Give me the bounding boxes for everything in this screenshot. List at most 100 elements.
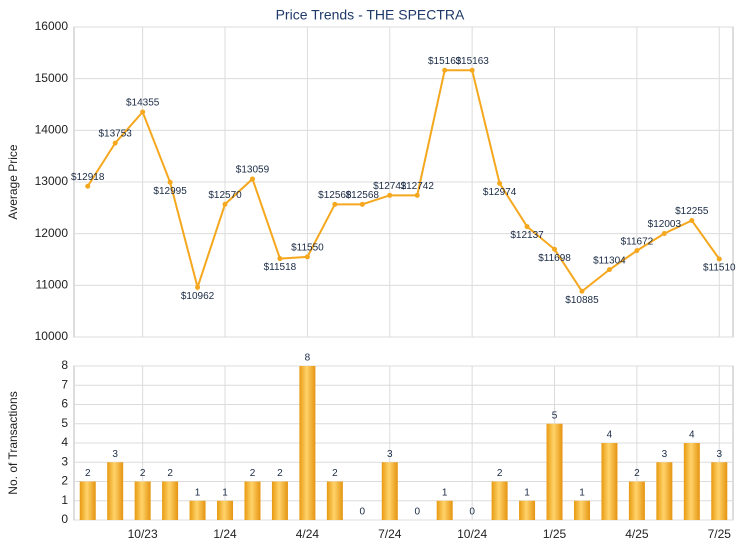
value-label: 5 [552, 410, 558, 421]
value-label: $12918 [71, 172, 105, 183]
point [579, 288, 585, 294]
value-label: 3 [662, 449, 668, 460]
bar [162, 481, 179, 520]
point [606, 267, 612, 273]
bar [546, 423, 563, 520]
bar [244, 481, 261, 520]
value-label: $11672 [621, 236, 654, 247]
chart-title: Price Trends - THE SPECTRA [276, 7, 465, 23]
value-label: $12974 [483, 187, 517, 198]
value-label: 1 [524, 487, 530, 498]
bar [189, 500, 206, 520]
y-tick-label: 11000 [36, 278, 69, 292]
point [442, 67, 448, 73]
point [277, 256, 283, 262]
point [387, 192, 393, 198]
value-label: 4 [607, 430, 613, 441]
y-tick-label: 16000 [35, 19, 69, 33]
value-label: 2 [332, 468, 338, 479]
value-label: $11550 [291, 243, 324, 254]
value-label: 2 [634, 468, 640, 479]
x-tick-label: 7/25 [708, 527, 732, 541]
value-label: $12003 [648, 219, 682, 230]
point [689, 217, 695, 223]
value-label: $12742 [401, 181, 435, 192]
y-tick-label: 14000 [35, 123, 69, 137]
price-line [86, 69, 721, 293]
y-tick-label: 8 [61, 358, 68, 372]
bar [107, 462, 124, 520]
value-label: 1 [442, 487, 448, 498]
value-label: 3 [387, 449, 393, 460]
value-label: 8 [305, 353, 311, 364]
y-axis-label: Average Price [6, 144, 20, 219]
y-tick-label: 5 [61, 416, 68, 430]
value-label: 3 [716, 449, 722, 460]
value-label: 1 [579, 487, 585, 498]
y-tick-label: 4 [61, 435, 68, 449]
y-tick-label: 7 [61, 377, 68, 391]
y-tick-label: 2 [61, 474, 68, 488]
bar [656, 462, 673, 520]
x-tick-label: 4/25 [625, 527, 649, 541]
point [469, 67, 475, 73]
value-label: $11698 [538, 253, 571, 264]
y-axis-label: No. of Transactions [6, 391, 20, 494]
y-tick-label: 1 [61, 493, 68, 507]
point [112, 140, 118, 146]
bar [628, 481, 645, 520]
value-label: 2 [167, 468, 173, 479]
y-tick-label: 13000 [35, 174, 69, 188]
value-label: $12568 [346, 190, 380, 201]
value-label: $13753 [99, 129, 133, 140]
bar [601, 443, 618, 520]
point [195, 284, 201, 290]
point [167, 179, 173, 185]
value-label: $12742 [373, 181, 407, 192]
bar [519, 500, 536, 520]
value-label: 0 [360, 507, 366, 518]
point [222, 201, 228, 207]
bar [573, 500, 590, 520]
point [249, 176, 255, 182]
point [524, 224, 530, 230]
value-label: $13059 [236, 165, 270, 176]
x-tick-label: 7/24 [378, 527, 402, 541]
value-label: 0 [414, 507, 420, 518]
point [552, 246, 558, 252]
value-label: $14355 [126, 98, 160, 109]
bar [491, 481, 508, 520]
y-tick-label: 12000 [35, 226, 69, 240]
point [661, 231, 667, 237]
value-label: $11518 [264, 262, 297, 273]
y-tick-label: 3 [61, 454, 68, 468]
value-label: $12995 [153, 186, 187, 197]
value-label: $11510 [703, 263, 736, 274]
point [304, 254, 310, 260]
value-label: $10962 [181, 291, 215, 302]
y-tick-label: 0 [61, 512, 68, 526]
bar [299, 366, 316, 520]
value-label: $12570 [208, 190, 242, 201]
point [140, 109, 146, 115]
y-tick-label: 6 [61, 397, 68, 411]
bar [271, 481, 288, 520]
value-label: 2 [85, 468, 91, 479]
value-label: $15163 [455, 56, 489, 67]
value-label: 1 [195, 487, 201, 498]
bar [436, 500, 453, 520]
value-label: 1 [222, 487, 228, 498]
point [634, 248, 640, 254]
value-label: 2 [140, 468, 146, 479]
value-label: 4 [689, 430, 695, 441]
point [716, 256, 722, 262]
bar [711, 462, 728, 520]
value-label: $10885 [565, 295, 599, 306]
value-label: 3 [112, 449, 118, 460]
point [414, 192, 420, 198]
x-tick-label: 1/24 [213, 527, 237, 541]
x-tick-label: 1/25 [543, 527, 567, 541]
value-label: $15163 [428, 56, 462, 67]
bar [381, 462, 398, 520]
